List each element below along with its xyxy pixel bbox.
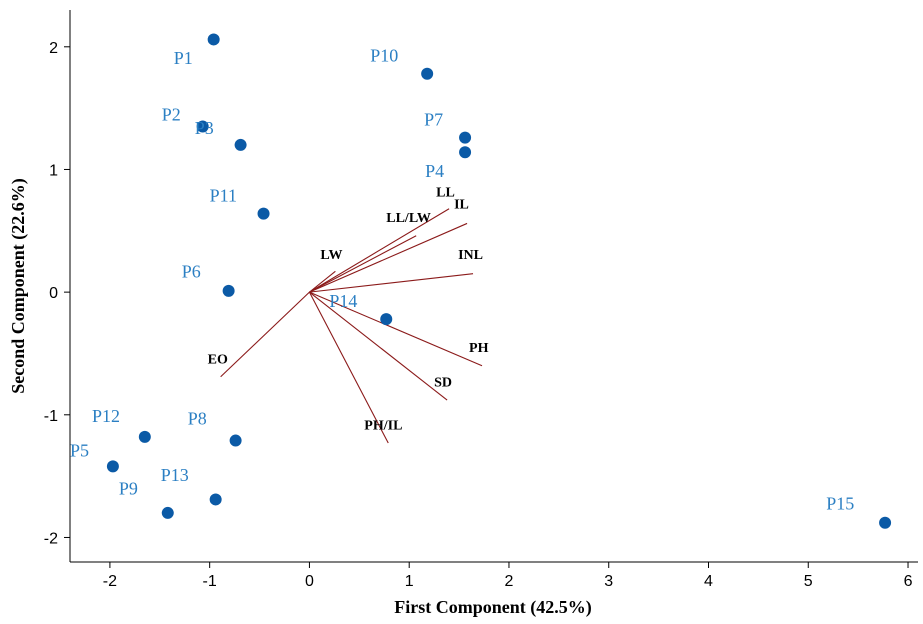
y-tick-label: -2 bbox=[44, 530, 58, 547]
point-label: P8 bbox=[188, 409, 207, 429]
loading-vector bbox=[309, 291, 448, 401]
data-point bbox=[138, 430, 151, 443]
loading-vector bbox=[309, 273, 474, 293]
data-point bbox=[161, 506, 174, 519]
x-tick-label: 0 bbox=[305, 573, 314, 590]
x-tick-label: -2 bbox=[103, 573, 117, 590]
x-tick-label: 1 bbox=[405, 573, 414, 590]
vector-label: LL/LW bbox=[386, 211, 431, 226]
data-point bbox=[459, 131, 472, 144]
point-label: P3 bbox=[195, 118, 214, 138]
data-point bbox=[879, 516, 892, 529]
x-tick-label: 4 bbox=[704, 573, 713, 590]
point-label: P1 bbox=[174, 48, 193, 68]
point-label: P5 bbox=[70, 441, 89, 461]
data-point bbox=[257, 207, 270, 220]
vector-label: INL bbox=[458, 248, 483, 263]
y-tick-label: 1 bbox=[49, 162, 58, 179]
data-point bbox=[380, 313, 393, 326]
point-label: P13 bbox=[161, 465, 189, 485]
y-tick-label: 0 bbox=[49, 285, 58, 302]
x-tick-label: -1 bbox=[203, 573, 217, 590]
data-point bbox=[106, 460, 119, 473]
point-label: P11 bbox=[210, 185, 237, 205]
loading-vector bbox=[308, 291, 389, 444]
y-tick-label: 2 bbox=[49, 40, 58, 57]
x-tick-label: 3 bbox=[604, 573, 613, 590]
axes: -2 -1 0 1 2 3 4 5 6 -2 -1 0 1 2 bbox=[44, 10, 918, 590]
point-label: P4 bbox=[425, 161, 444, 181]
data-point bbox=[421, 67, 434, 80]
data-point bbox=[234, 138, 247, 151]
vector-label: PH/IL bbox=[364, 419, 402, 434]
vector-label: PH bbox=[469, 341, 489, 356]
x-axis-title: First Component (42.5%) bbox=[394, 597, 591, 618]
loading-vector bbox=[309, 222, 468, 293]
loading-vector bbox=[220, 291, 310, 378]
vector-label: SD bbox=[434, 376, 452, 391]
data-point bbox=[209, 493, 222, 506]
y-axis-title: Second Component (22.6%) bbox=[8, 178, 29, 394]
y-tick-label: -1 bbox=[44, 408, 58, 425]
point-label: P9 bbox=[119, 479, 138, 499]
loading-vector bbox=[309, 270, 336, 293]
point-label: P2 bbox=[162, 104, 181, 124]
data-point bbox=[222, 284, 235, 297]
point-label: P15 bbox=[826, 493, 854, 513]
point-label: P14 bbox=[329, 291, 357, 311]
point-label: P10 bbox=[370, 46, 398, 66]
vector-label: LL bbox=[436, 185, 455, 200]
data-point bbox=[207, 33, 220, 46]
vector-label: EO bbox=[208, 352, 228, 367]
score-points: P1 P2 P3 P4 P5 P6 P7 P8 P9 P10 P11 P12 P13 P14 P15 bbox=[70, 33, 892, 529]
x-tick-label: 5 bbox=[804, 573, 813, 590]
data-point bbox=[196, 120, 209, 133]
loading-vector bbox=[309, 208, 450, 293]
x-tick-label: 6 bbox=[904, 573, 913, 590]
loading-vector bbox=[309, 291, 483, 367]
loading-vector bbox=[309, 235, 417, 293]
vector-label: IL bbox=[454, 198, 469, 213]
point-label: P7 bbox=[424, 109, 443, 129]
point-label: P12 bbox=[92, 406, 120, 426]
data-point bbox=[459, 146, 472, 159]
x-tick-label: 2 bbox=[505, 573, 514, 590]
data-point bbox=[229, 434, 242, 447]
vector-label: LW bbox=[320, 248, 342, 263]
point-label: P6 bbox=[182, 261, 201, 281]
